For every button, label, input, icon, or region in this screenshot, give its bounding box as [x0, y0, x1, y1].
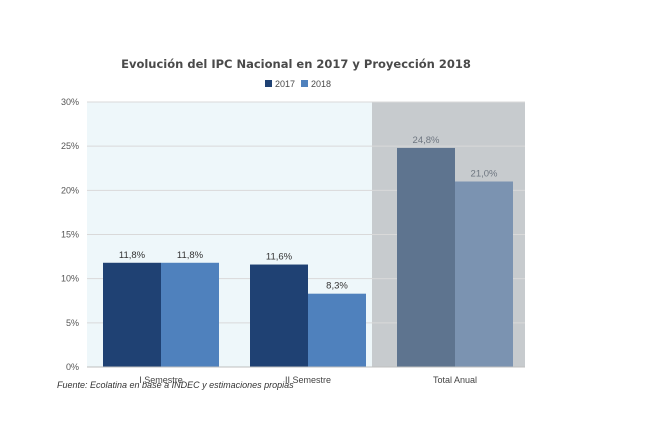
- y-tick-label: 20%: [61, 185, 79, 195]
- legend-label-2017: 2017: [275, 79, 295, 89]
- bar-2018-0: [161, 262, 219, 367]
- x-axis-categories: I Semestre II Semestre Total Anual: [139, 375, 477, 385]
- x-category-label: I Semestre: [139, 375, 183, 385]
- bar-2018-2: [455, 181, 513, 367]
- y-tick-label: 15%: [61, 230, 79, 240]
- legend: 2017 2018: [265, 79, 331, 89]
- y-tick-label: 25%: [61, 141, 79, 151]
- data-label-2017-1: 11,6%: [266, 252, 293, 263]
- data-labels: 11,8% 11,8% 11,6% 8,3% 24,8% 21,0%: [119, 135, 498, 292]
- x-category-label: II Semestre: [285, 375, 331, 385]
- bar-2017-1: [250, 264, 308, 367]
- y-tick-label: 5%: [66, 318, 79, 328]
- y-tick-label: 30%: [61, 97, 79, 107]
- y-tick-label: 0%: [66, 362, 79, 372]
- chart-title: Evolución del IPC Nacional en 2017 y Pro…: [121, 57, 471, 71]
- data-label-2017-2: 24,8%: [413, 135, 440, 146]
- data-label-2018-0: 11,8%: [177, 250, 204, 261]
- bar-2017-2: [397, 147, 455, 367]
- bar-2018-1: [308, 293, 366, 367]
- legend-swatch-2018: [301, 80, 308, 87]
- data-label-2018-2: 21,0%: [471, 169, 498, 180]
- x-category-label: Total Anual: [433, 375, 477, 385]
- bar-2017-0: [103, 262, 161, 367]
- data-label-2018-1: 8,3%: [326, 281, 348, 292]
- bars: [103, 147, 513, 367]
- data-label-2017-0: 11,8%: [119, 250, 146, 261]
- legend-label-2018: 2018: [311, 79, 331, 89]
- y-axis-ticks: 0% 5% 10% 15% 20% 25% 30%: [61, 97, 79, 372]
- source-note: Fuente: Ecolatina en base a INDEC y esti…: [57, 380, 294, 390]
- y-tick-label: 10%: [61, 274, 79, 284]
- legend-swatch-2017: [265, 80, 272, 87]
